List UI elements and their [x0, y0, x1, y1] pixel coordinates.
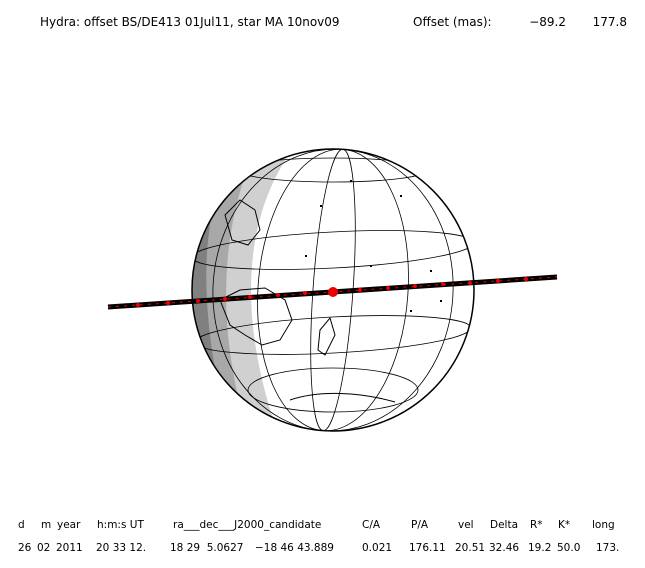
- column-header: long: [592, 519, 615, 531]
- cell: 20 33 12.: [96, 542, 146, 554]
- column-header: P/A: [411, 519, 429, 531]
- column-header: ra___dec___J2000_candidate: [173, 519, 321, 531]
- cell: 18 29 5.0627: [170, 542, 243, 554]
- offset-label: Offset (mas):: [413, 15, 492, 29]
- cell: 176.11: [409, 542, 446, 554]
- offset-x: −89.2: [529, 15, 566, 29]
- globe-outline: [191, 148, 475, 432]
- column-header: d: [18, 519, 25, 531]
- cell: 173.: [596, 542, 619, 554]
- cell: 26: [18, 542, 32, 554]
- shadow-path: [107, 274, 558, 310]
- cell: 02: [37, 542, 50, 554]
- cell: 0.021: [362, 542, 392, 554]
- cell: −18 46 43.889: [255, 542, 334, 554]
- column-header: h:m:s UT: [97, 519, 144, 531]
- column-header: R*: [530, 519, 543, 531]
- cell: 50.0: [557, 542, 580, 554]
- column-header: m: [41, 519, 51, 531]
- offset-y: 177.8: [593, 15, 627, 29]
- column-header: year: [57, 519, 81, 531]
- cell: 2011: [56, 542, 83, 554]
- table-header: d m year h:m:s UT ra___dec___J2000_candi…: [18, 519, 615, 531]
- cell: 32.46: [489, 542, 519, 554]
- column-header: Delta: [490, 519, 518, 531]
- column-header: C/A: [362, 519, 381, 531]
- column-header: K*: [558, 519, 570, 531]
- title: Hydra: offset BS/DE413 01Jul11, star MA …: [40, 15, 340, 29]
- cell: 20.51: [455, 542, 485, 554]
- cell: 19.2: [528, 542, 551, 554]
- table-row: 26 02 2011 20 33 12. 18 29 5.0627 −18 46…: [18, 542, 619, 554]
- column-header: vel: [458, 519, 474, 531]
